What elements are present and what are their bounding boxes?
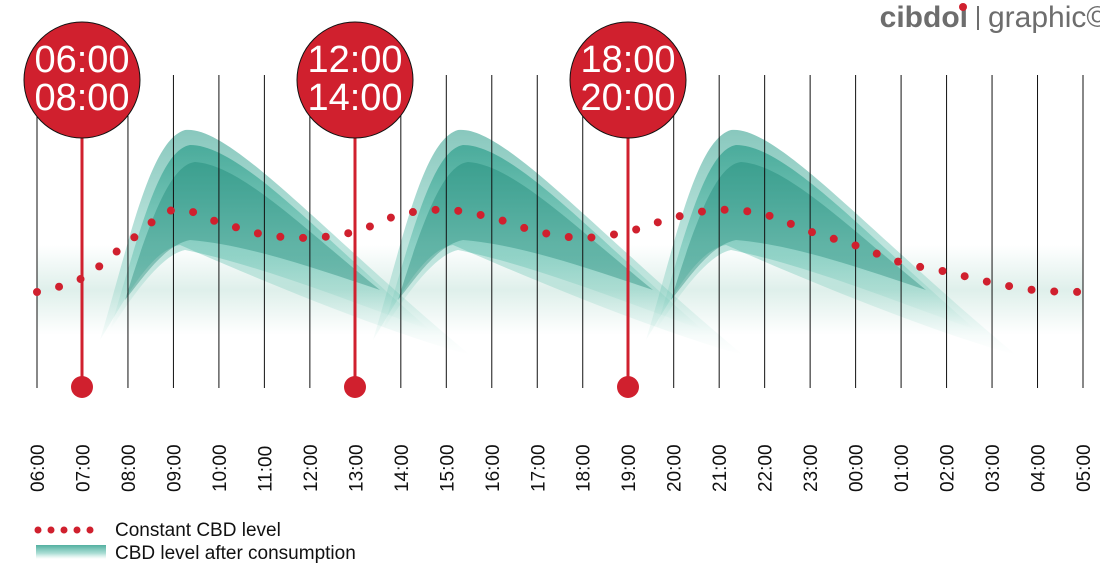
x-tick-label: 19:00 bbox=[619, 444, 640, 492]
x-tick-label: 03:00 bbox=[983, 444, 1004, 492]
legend-label: Constant CBD level bbox=[115, 520, 281, 541]
x-tick-label: 13:00 bbox=[346, 444, 367, 492]
x-tick-label: 01:00 bbox=[892, 444, 913, 492]
x-tick-label: 00:00 bbox=[847, 444, 868, 492]
x-tick-label: 17:00 bbox=[528, 444, 549, 492]
x-tick-label: 04:00 bbox=[1029, 444, 1050, 492]
dose-time: 06:00 bbox=[34, 39, 129, 81]
plot: 06:00 07:00 08:00 09:00 10:00 11:00 12:00 13:00… bbox=[28, 205, 1095, 492]
pin-head bbox=[23, 21, 141, 139]
x-tick-label: 07:00 bbox=[73, 444, 94, 492]
x-tick-label: 22:00 bbox=[756, 444, 777, 492]
x-tick-label: 20:00 bbox=[665, 444, 686, 492]
brand-name: cibdol bbox=[880, 1, 968, 34]
legend: Constant CBD level CBD level after consu… bbox=[34, 520, 356, 564]
legend-label: CBD level after consumption bbox=[115, 543, 356, 564]
pin-foot bbox=[71, 376, 93, 398]
legend-swatch-area bbox=[36, 545, 106, 559]
x-tick-label: 15:00 bbox=[437, 444, 458, 492]
x-tick-label: 08:00 bbox=[119, 444, 140, 492]
level-line bbox=[33, 205, 1087, 296]
x-tick-label: 10:00 bbox=[210, 444, 231, 492]
x-tick-label: 12:00 bbox=[301, 444, 322, 492]
pin-foot bbox=[617, 376, 639, 398]
x-tick-label: 18:00 bbox=[574, 444, 595, 492]
brand-dot bbox=[959, 3, 967, 11]
brand-tag: graphic© bbox=[988, 1, 1100, 34]
dose-time: 12:00 bbox=[307, 39, 402, 81]
x-tick-label: 05:00 bbox=[1074, 444, 1095, 492]
x-tick-label: 02:00 bbox=[938, 444, 959, 492]
x-tick-label: 14:00 bbox=[392, 444, 413, 492]
x-tick-label: 16:00 bbox=[483, 444, 504, 492]
pin-head bbox=[569, 21, 687, 139]
dose-time: 08:00 bbox=[34, 77, 129, 119]
dose-time: 20:00 bbox=[580, 77, 675, 119]
x-tick-label: 23:00 bbox=[801, 444, 822, 492]
x-tick-label: 11:00 bbox=[255, 446, 276, 492]
hour-lines bbox=[36, 75, 1084, 388]
brand: cibdol graphic© bbox=[880, 1, 1100, 34]
pin-foot bbox=[344, 376, 366, 398]
x-tick-label: 21:00 bbox=[710, 444, 731, 492]
x-tick-label: 06:00 bbox=[28, 444, 49, 492]
dose-time: 18:00 bbox=[580, 39, 675, 81]
x-tick-label: 09:00 bbox=[164, 444, 185, 492]
pin-head bbox=[296, 21, 414, 139]
dose-time: 14:00 bbox=[307, 77, 402, 119]
